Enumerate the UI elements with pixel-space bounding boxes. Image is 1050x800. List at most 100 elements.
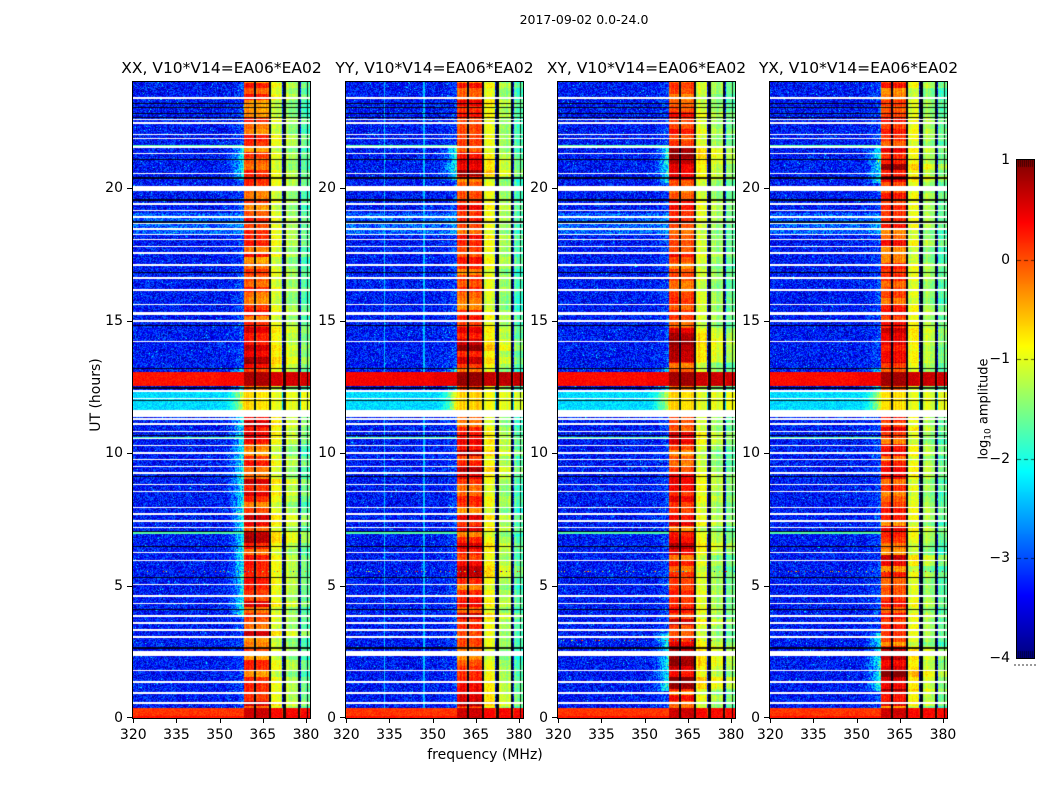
spectrogram-canvas xyxy=(133,82,310,718)
y-tick-label: 0 xyxy=(114,710,123,726)
spectrogram-panel xyxy=(769,81,948,719)
x-tick-label: 335 xyxy=(163,727,190,743)
colorbar-tick-label: 1 xyxy=(1001,152,1010,168)
colorbar-tick-label: −3 xyxy=(989,550,1010,567)
x-tick-label: 350 xyxy=(843,727,870,743)
x-tick-label: 365 xyxy=(674,727,702,743)
x-tick-mark xyxy=(730,719,732,723)
colorbar-tick-label: −2 xyxy=(989,450,1010,467)
spectrogram-canvas xyxy=(346,82,523,718)
x-tick-mark xyxy=(856,719,858,723)
x-tick-mark xyxy=(899,719,901,723)
colorbar xyxy=(1016,159,1035,659)
x-tick-label: 365 xyxy=(249,727,277,743)
y-tick-mark xyxy=(340,453,345,454)
x-tick-label: 380 xyxy=(505,727,533,743)
x-tick-label: 320 xyxy=(332,727,360,743)
x-tick-mark xyxy=(389,719,391,723)
y-tick-label: 5 xyxy=(539,577,548,594)
x-tick-label: 335 xyxy=(588,727,615,743)
colorbar-label-subscript: 10 xyxy=(983,428,994,440)
y-tick-label: 5 xyxy=(751,577,760,594)
y-tick-mark xyxy=(340,717,345,718)
y-tick-label: 20 xyxy=(530,180,548,196)
y-tick-mark xyxy=(764,188,769,189)
panel-title: XX, V10*V14=EA06*EA02 xyxy=(121,59,322,77)
y-tick-mark xyxy=(127,188,132,189)
y-tick-mark xyxy=(340,188,345,189)
colorbar-label-rest: amplitude xyxy=(976,358,992,429)
x-tick-mark xyxy=(262,719,264,723)
y-tick-label: 0 xyxy=(539,710,548,726)
x-tick-mark xyxy=(558,719,560,723)
y-axis-label-text: UT (hours) xyxy=(88,358,104,432)
y-tick-label: 10 xyxy=(742,445,760,461)
y-tick-mark xyxy=(764,453,769,454)
figure-title: 2017-09-02 0.0-24.0 xyxy=(519,12,649,27)
colorbar-tick-label: −1 xyxy=(989,351,1010,368)
y-tick-mark xyxy=(127,717,132,718)
x-tick-mark xyxy=(942,719,944,723)
x-tick-mark xyxy=(176,719,178,723)
y-tick-mark xyxy=(552,321,557,322)
spectrogram-panel xyxy=(557,81,736,719)
y-tick-mark xyxy=(127,321,132,322)
x-tick-mark xyxy=(601,719,603,723)
panel-title: YX, V10*V14=EA06*EA02 xyxy=(758,59,959,77)
y-tick-mark xyxy=(764,321,769,322)
y-tick-label: 20 xyxy=(318,180,336,196)
x-tick-label: 335 xyxy=(800,727,827,743)
x-tick-mark xyxy=(687,719,689,723)
y-tick-label: 0 xyxy=(751,710,760,726)
y-tick-mark xyxy=(340,321,345,322)
x-tick-label: 350 xyxy=(206,727,233,743)
panel-title: YY, V10*V14=EA06*EA02 xyxy=(335,59,534,77)
y-tick-mark xyxy=(127,453,132,454)
x-tick-mark xyxy=(770,719,772,723)
y-tick-label: 20 xyxy=(105,180,123,196)
x-tick-label: 320 xyxy=(119,727,147,743)
panel-title: XY, V10*V14=EA06*EA02 xyxy=(546,59,747,77)
y-tick-label: 5 xyxy=(327,577,336,594)
x-tick-label: 380 xyxy=(717,727,745,743)
y-tick-label: 20 xyxy=(742,180,760,196)
x-tick-mark xyxy=(346,719,348,723)
spectrogram-panel xyxy=(345,81,524,719)
y-tick-mark xyxy=(552,453,557,454)
spectrogram-panel xyxy=(132,81,311,719)
y-tick-mark xyxy=(764,586,769,587)
x-tick-label: 365 xyxy=(462,727,490,743)
y-tick-mark xyxy=(552,586,557,587)
y-tick-mark xyxy=(764,717,769,718)
colorbar-label-text: log10 amplitude xyxy=(977,358,994,459)
colorbar-tick-label: 0 xyxy=(1001,251,1010,268)
x-tick-mark xyxy=(644,719,646,723)
colorbar-tick-label: −4 xyxy=(989,650,1010,666)
x-tick-label: 350 xyxy=(419,727,446,743)
x-tick-mark xyxy=(219,719,221,723)
y-tick-label: 15 xyxy=(742,312,760,329)
colorbar-underflow-marks xyxy=(1014,664,1036,666)
x-tick-label: 380 xyxy=(929,727,957,743)
x-tick-label: 320 xyxy=(756,727,784,743)
x-tick-mark xyxy=(518,719,520,723)
x-tick-mark xyxy=(432,719,434,723)
y-tick-label: 15 xyxy=(105,312,123,329)
y-tick-mark xyxy=(552,717,557,718)
y-tick-label: 15 xyxy=(530,312,548,329)
x-tick-mark xyxy=(133,719,135,723)
y-tick-label: 10 xyxy=(105,445,123,461)
y-tick-label: 15 xyxy=(318,312,336,329)
y-tick-label: 10 xyxy=(530,445,548,461)
y-tick-mark xyxy=(340,586,345,587)
y-tick-mark xyxy=(127,586,132,587)
x-axis-label: frequency (MHz) xyxy=(427,747,543,763)
x-tick-mark xyxy=(813,719,815,723)
x-tick-label: 365 xyxy=(886,727,914,743)
x-tick-mark xyxy=(305,719,307,723)
y-tick-label: 5 xyxy=(114,577,123,594)
spectrogram-canvas xyxy=(558,82,735,718)
colorbar-canvas xyxy=(1017,160,1034,658)
y-tick-mark xyxy=(552,188,557,189)
